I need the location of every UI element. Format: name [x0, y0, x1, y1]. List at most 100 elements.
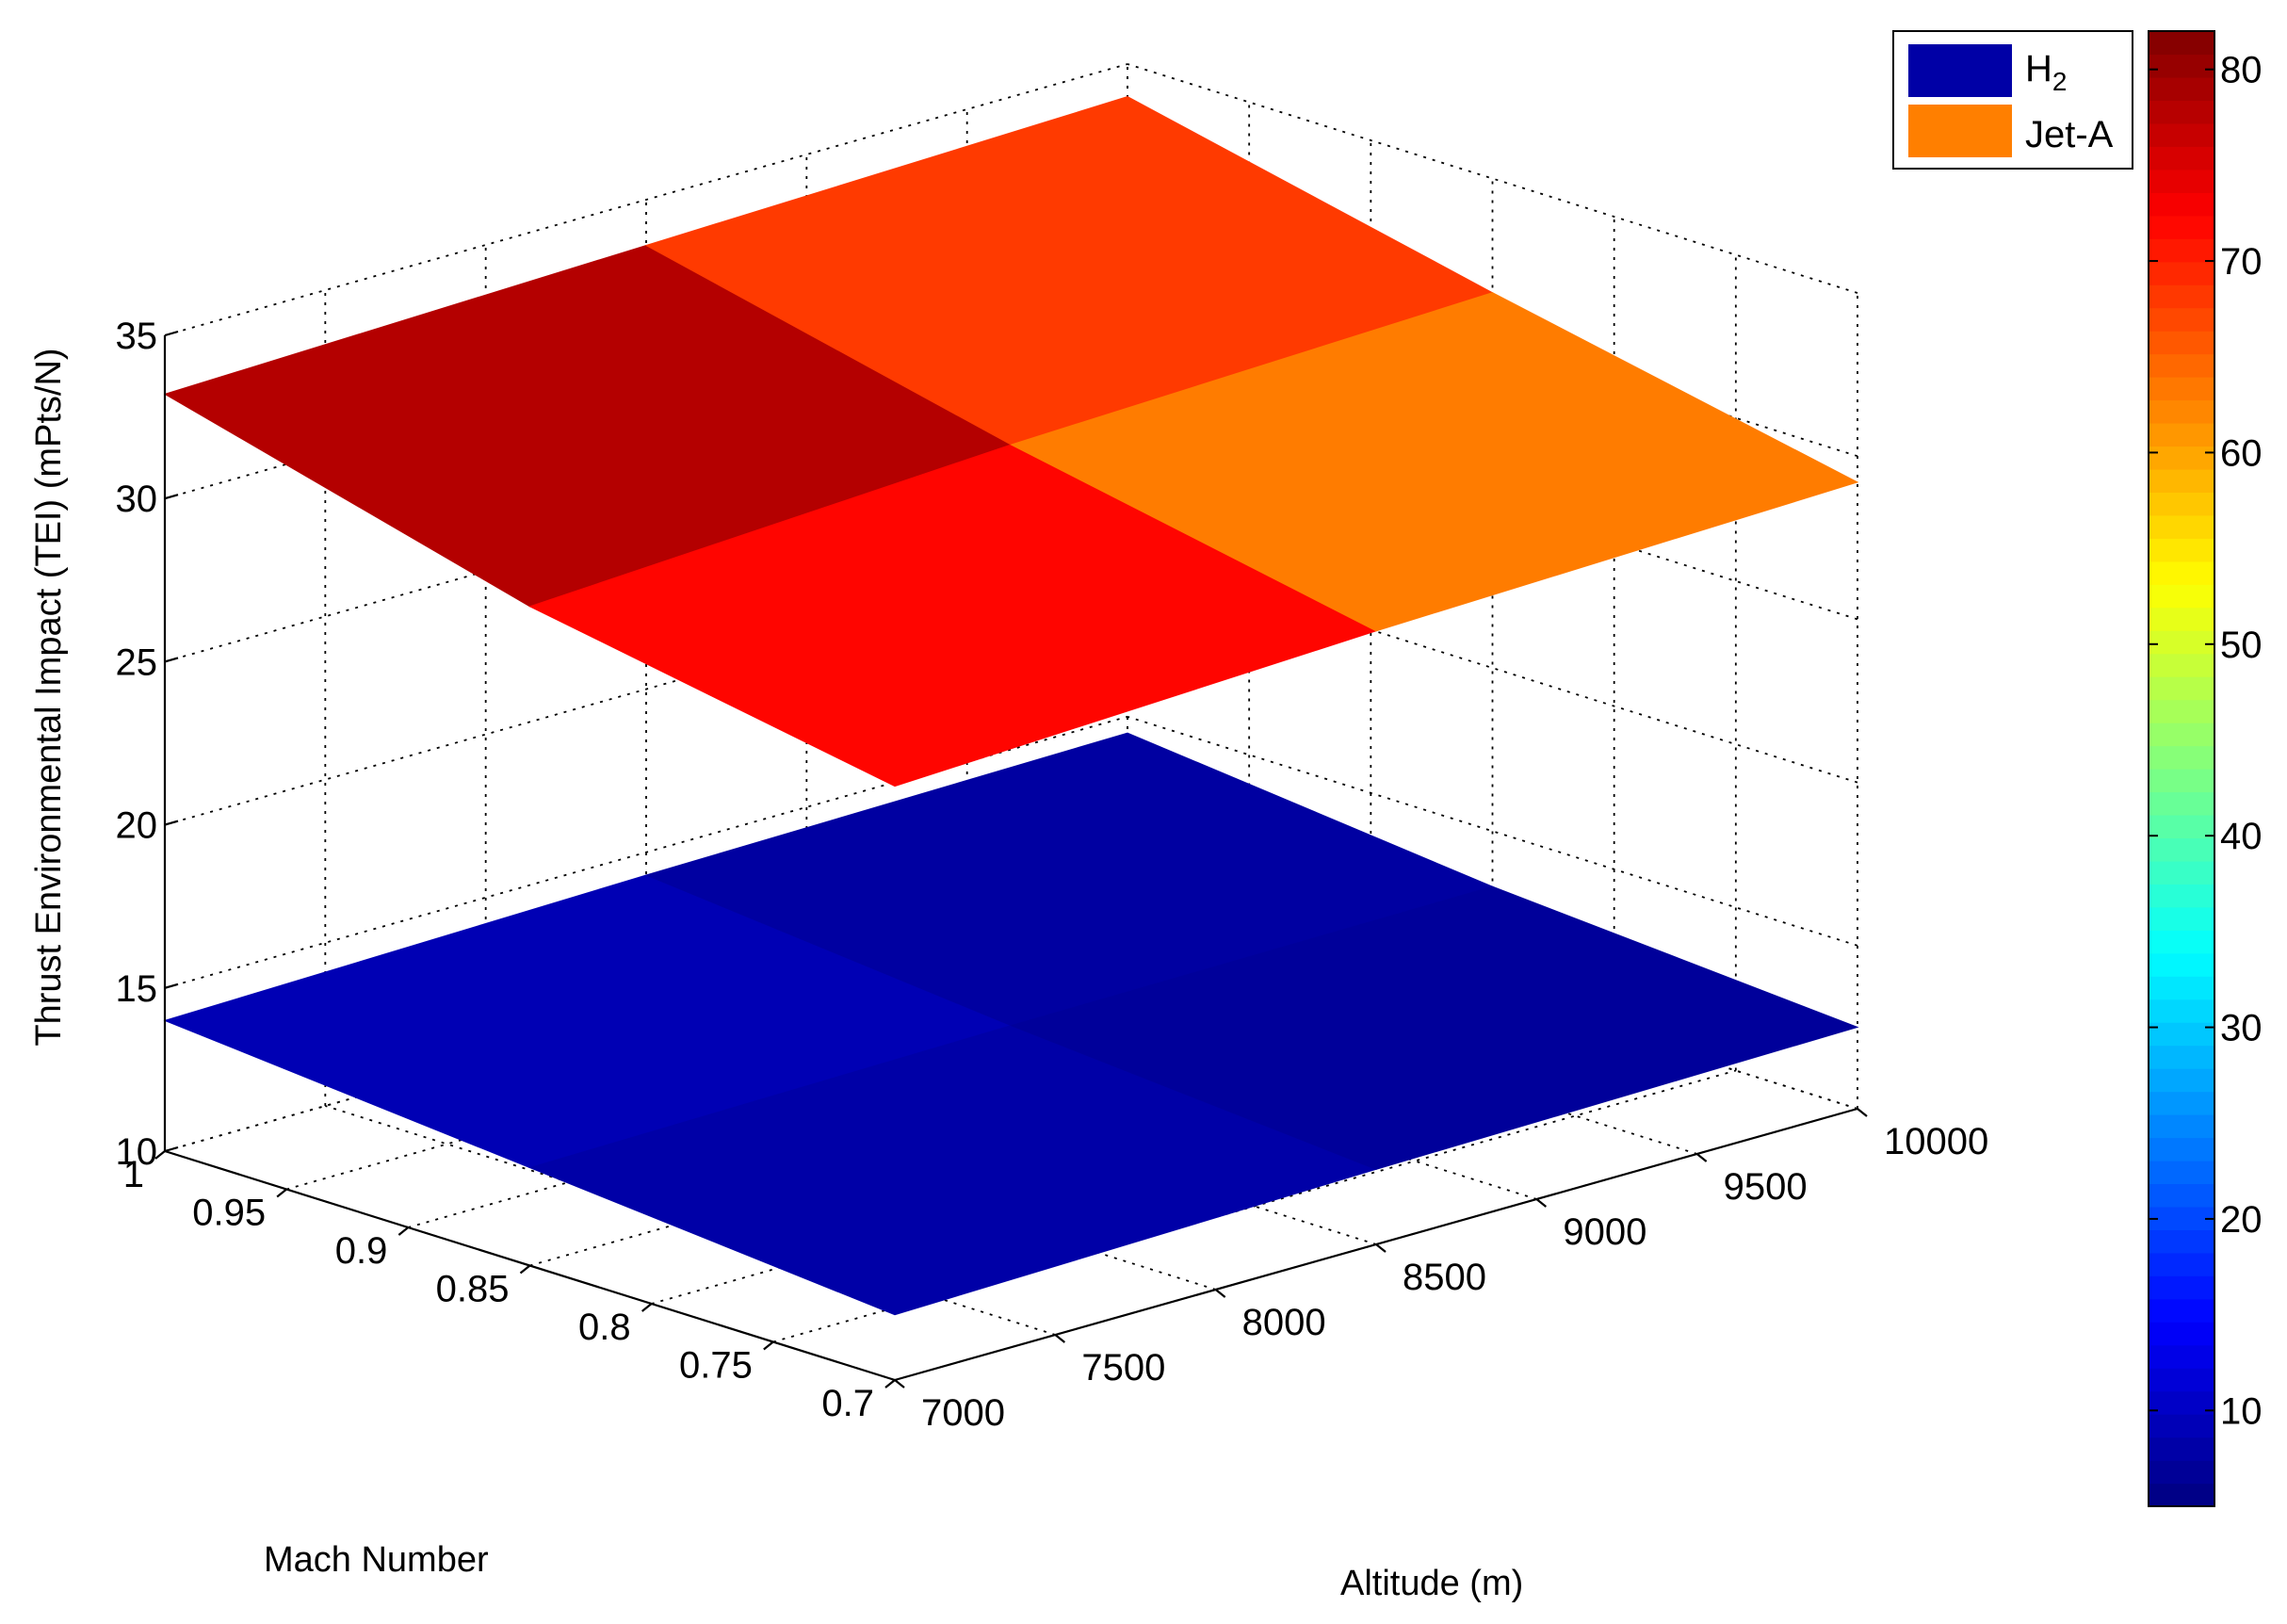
colorbar-band	[2149, 422, 2214, 447]
colorbar-band	[2149, 446, 2214, 470]
colorbar-band	[2149, 492, 2214, 516]
colorbar-band	[2149, 331, 2214, 355]
altitude-tick-mark	[1375, 1243, 1387, 1253]
colorbar-tick-label: 30	[2220, 1008, 2263, 1049]
tei-tick-label: 10	[116, 1131, 158, 1173]
colorbar-band	[2149, 192, 2214, 217]
colorbar-band	[2149, 952, 2214, 977]
colorbar-band	[2149, 514, 2214, 539]
colorbar-band	[2149, 1045, 2214, 1069]
mach-tick-label: 0.9	[335, 1230, 388, 1272]
altitude-tick-label: 8500	[1403, 1257, 1486, 1298]
colorbar-tick-label: 40	[2220, 816, 2263, 857]
colorbar-band	[2149, 146, 2214, 171]
tei-tick-mark	[164, 657, 179, 663]
colorbar-band	[2149, 1298, 2214, 1323]
colorbar-band	[2149, 261, 2214, 285]
colorbar-band	[2149, 238, 2214, 263]
mach-tick-mark	[641, 1303, 653, 1312]
tei-axis-label: Thrust Environmental Impact (TEI) (mPts/…	[29, 348, 69, 1046]
mach-axis-label: Mach Number	[264, 1540, 489, 1580]
altitude-axis-ticks: 7000 7500 8000 8500 9000 9500 10000	[894, 1108, 1988, 1434]
tei-tick-mark	[164, 330, 179, 337]
surface-patch-jet-a	[1010, 292, 1859, 632]
colorbar-band	[2149, 1368, 2214, 1392]
mach-tick-mark	[154, 1150, 166, 1160]
wall-grid-line	[164, 715, 1128, 989]
colorbar-band	[2149, 1160, 2214, 1185]
altitude-tick-label: 10000	[1884, 1121, 1988, 1162]
colorbar-band	[2149, 653, 2214, 677]
colorbar-band	[2149, 930, 2214, 954]
colorbar-band	[2149, 884, 2214, 908]
altitude-tick-mark	[894, 1379, 905, 1389]
mach-tick-mark	[397, 1226, 410, 1236]
colorbar-band	[2149, 31, 2214, 56]
altitude-tick-label: 7000	[921, 1392, 1005, 1434]
colorbar-band	[2149, 906, 2214, 931]
colorbar-band	[2149, 860, 2214, 885]
colorbar-band	[2149, 1275, 2214, 1300]
mach-tick-label: 0.7	[821, 1383, 874, 1424]
altitude-axis-label: Altitude (m)	[1340, 1564, 1523, 1603]
wall-grid-line	[164, 63, 1128, 336]
mach-tick-label: 0.85	[436, 1269, 510, 1310]
colorbar-band	[2149, 76, 2214, 102]
colorbar-tick-label: 80	[2220, 50, 2263, 91]
colorbar-tick-label: 50	[2220, 625, 2263, 666]
mach-axis-ticks: 0.7 0.75 0.8 0.85 0.9 0.95 1	[123, 1150, 896, 1424]
colorbar-ticks: 10 20 30 40 50 60 70 80	[2149, 50, 2263, 1432]
colorbar-band	[2149, 468, 2214, 493]
tei-tick-label: 30	[116, 479, 158, 520]
mach-tick-label: 1	[123, 1154, 144, 1195]
mach-tick-mark	[276, 1188, 287, 1198]
colorbar-band	[2149, 54, 2214, 78]
altitude-tick-label: 9500	[1724, 1166, 1808, 1208]
colorbar: 10 20 30 40 50 60 70 80	[2148, 30, 2263, 1507]
colorbar-band	[2149, 1206, 2214, 1230]
colorbar-band	[2149, 745, 2214, 770]
colorbar-band	[2149, 814, 2214, 839]
colorbar-band	[2149, 169, 2214, 193]
tei-tick-label: 25	[116, 641, 158, 683]
legend-label-h2: H2	[2025, 48, 2067, 96]
colorbar-band	[2149, 791, 2214, 816]
colorbar-band	[2149, 769, 2214, 793]
colorbar-band	[2149, 607, 2214, 631]
mach-tick-label: 0.8	[578, 1307, 631, 1348]
colorbar-band	[2149, 1252, 2214, 1276]
tei-axis-ticks: 10 15 20 25 30 35	[116, 316, 179, 1173]
tei-tick-label: 20	[116, 805, 158, 847]
colorbar-band	[2149, 976, 2214, 1000]
colorbar-band	[2149, 630, 2214, 655]
tei-tick-mark	[164, 494, 179, 500]
mach-tick-label: 0.75	[679, 1345, 753, 1387]
colorbar-tick-label: 20	[2220, 1199, 2263, 1241]
colorbar-band	[2149, 837, 2214, 862]
mach-tick-mark	[884, 1379, 896, 1389]
colorbar-tick-label: 10	[2220, 1390, 2263, 1432]
colorbar-band	[2149, 307, 2214, 332]
colorbar-band	[2149, 1068, 2214, 1093]
legend-swatch-jet-a	[1908, 105, 2012, 157]
tei-tick-label: 35	[116, 316, 158, 357]
colorbar-band	[2149, 699, 2214, 723]
colorbar-band	[2149, 399, 2214, 424]
colorbar-band	[2149, 1022, 2214, 1047]
tei-tick-mark	[164, 1145, 179, 1153]
colorbar-band	[2149, 723, 2214, 747]
colorbar-band	[2149, 1114, 2214, 1139]
legend-swatch-h2	[1908, 44, 2012, 97]
colorbar-band	[2149, 122, 2214, 147]
wall-grid-line	[164, 552, 1128, 826]
altitude-tick-label: 9000	[1563, 1211, 1646, 1253]
altitude-tick-mark	[1535, 1198, 1548, 1208]
mach-tick-label: 0.95	[192, 1193, 266, 1234]
colorbar-band	[2149, 538, 2214, 562]
altitude-tick-mark	[1214, 1289, 1226, 1298]
mach-tick-mark	[763, 1340, 774, 1351]
colorbar-band	[2149, 999, 2214, 1023]
colorbar-tick-label: 70	[2220, 241, 2263, 283]
colorbar-gradient	[2149, 31, 2214, 1507]
